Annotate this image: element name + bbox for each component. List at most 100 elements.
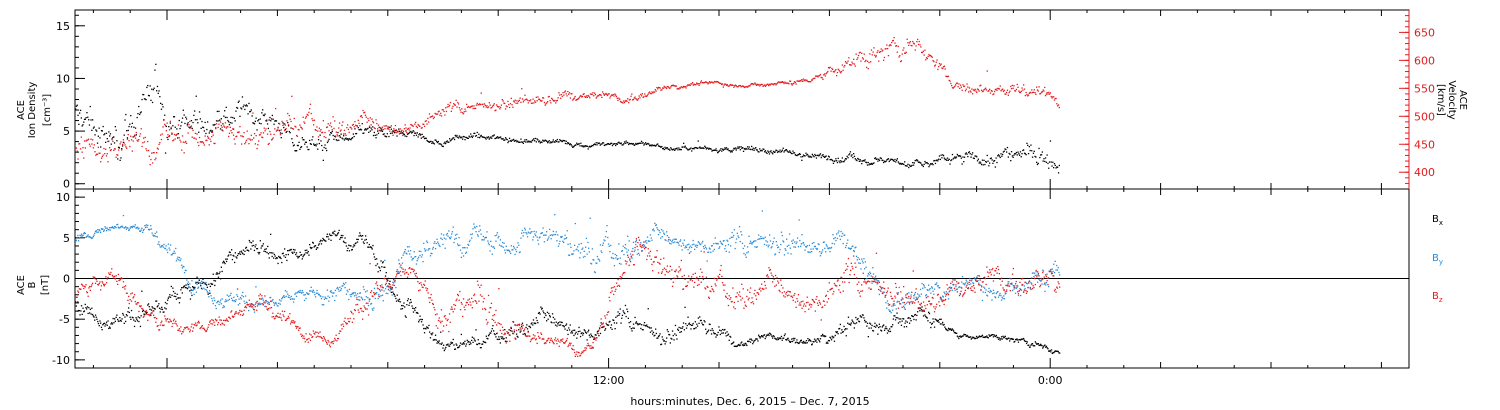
density-point-798 [721,150,723,152]
velocity-point-72 [133,135,135,138]
velocity-point-486 [468,106,470,108]
bx-point-526 [462,343,464,345]
density-point-618 [575,144,577,146]
bx-point-1078 [868,327,870,329]
bx-point-1243 [989,335,992,337]
velocity-point-660 [609,97,611,99]
density-point-1129 [989,162,991,164]
by-point-805 [667,240,669,242]
bx-point-66 [123,322,125,324]
velocity-point-324 [337,135,339,137]
velocity-point-105 [160,134,162,136]
velocity-point-960 [852,63,854,65]
velocity-point-1138 [996,89,998,91]
bx-point-1334 [1056,350,1059,352]
by-point-88 [139,230,142,232]
velocity-point-558 [526,99,529,101]
density-point-1013 [895,161,897,163]
bx-point-512 [451,342,454,344]
density-point-634 [588,146,590,148]
by-point-335 [321,304,323,306]
density-point-1153 [1008,152,1010,155]
bx-point-384 [357,238,359,241]
velocity-point-325 [338,127,340,129]
velocity-point-60 [123,142,125,144]
bx-point-1328 [1052,351,1054,354]
by-point-684 [578,243,580,245]
velocity-point-806 [727,85,729,87]
velocity-point-1202 [1048,91,1050,94]
bx-point-1313 [1041,345,1043,347]
density-point-1009 [891,158,894,161]
by-point-926 [756,246,758,248]
by-point-939 [766,244,768,246]
bx-point-257 [264,248,266,251]
velocity-point-546 [517,102,519,104]
bx-point-691 [583,329,585,331]
density-point-110 [164,114,166,116]
velocity-point-879 [786,82,788,84]
bx-point-661 [561,321,563,324]
by-point-355 [336,287,338,290]
by-point-522 [459,244,461,246]
velocity-point-445 [435,113,437,115]
velocity-point-653 [603,94,605,96]
bx-point-1044 [843,325,845,328]
by-point-799 [663,232,665,234]
by-point-446 [403,252,405,254]
by-point-438 [397,272,399,274]
velocity-point-718 [656,86,658,89]
density-point-1157 [1011,155,1013,157]
density-point-1031 [909,165,911,167]
density-point-103 [158,90,160,92]
density-point-1061 [934,159,936,162]
bx-point-735 [616,322,618,324]
bx-point-187 [212,273,214,275]
density-point-1179 [1029,149,1031,152]
bx-point-564 [490,332,492,334]
velocity-point-619 [576,99,578,101]
velocity-point-1090 [957,86,959,88]
bx-point-186 [211,283,214,285]
bx-point-1253 [997,336,999,339]
bx-point-61 [119,319,122,322]
by-point-778 [647,240,649,242]
velocity-point-32 [100,157,103,159]
by-point-398 [367,304,370,307]
density-point-96 [152,89,154,91]
by-point-422 [385,292,387,294]
bx-point-926 [756,338,758,340]
bx-point-1284 [1020,339,1022,341]
density-point-1128 [988,165,990,167]
bx-point-1028 [831,335,833,337]
by-point-426 [388,287,390,289]
density-point-64 [126,137,129,139]
bx-point-935 [763,334,765,336]
velocity-point-66 [128,140,130,142]
bx-point-814 [674,333,676,335]
bx-point-715 [601,326,603,329]
density-point-547 [517,141,520,143]
velocity-point-867 [776,82,779,84]
density-point-870 [779,149,781,151]
velocity-point-73 [134,134,136,136]
bx-point-891 [730,343,733,345]
by-point-844 [696,246,698,248]
velocity-point-567 [534,100,536,102]
bx-point-367 [345,242,347,244]
velocity-point-917 [817,76,819,78]
by-point-766 [638,254,641,256]
velocity-point-1192 [1040,92,1042,95]
bx-point-918 [750,338,752,340]
density-point-388 [389,126,391,128]
velocity-point-153 [198,136,201,139]
velocity-point-385 [386,128,388,130]
velocity-point-622 [578,97,580,99]
bx-point-370 [347,247,349,249]
by-point-394 [365,291,367,293]
density-point-435 [427,140,429,142]
bx-point-196 [219,271,221,273]
velocity-point-320 [334,120,336,122]
by-point-519 [457,243,459,245]
density-point-1033 [911,164,913,167]
